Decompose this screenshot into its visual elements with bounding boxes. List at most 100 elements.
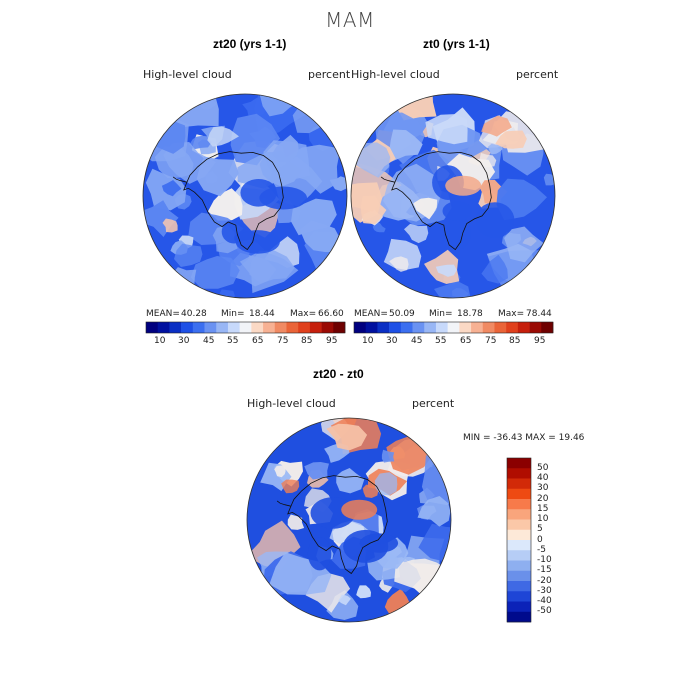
colorbar-zt20-swatch	[181, 322, 194, 333]
mean-value-zt0: 50.09	[389, 309, 415, 319]
cbar-right-tick-label: 30	[386, 336, 398, 346]
max-value-zt20: 66.60	[318, 309, 344, 319]
colorbar-zt20-swatch	[227, 322, 240, 333]
colorbar-zt0-swatch	[517, 322, 530, 333]
colorbar-diff-swatch	[507, 591, 531, 602]
variable-label-zt20: High-level cloud	[143, 68, 232, 81]
colorbar-zt0-swatch	[459, 322, 472, 333]
cbar-diff-tick-label: -50	[537, 606, 552, 616]
cbar-diff-tick-label: -20	[537, 576, 552, 586]
colorbar-diff-swatch	[507, 540, 531, 551]
colorbar-diff-swatch	[507, 581, 531, 592]
min-label-zt0: Min=	[429, 309, 453, 319]
colorbar-zt0-swatch	[471, 322, 484, 333]
colorbar-zt0-swatch	[365, 322, 378, 333]
colorbar-zt0-swatch	[389, 322, 402, 333]
cbar-diff-tick-label: -5	[537, 545, 546, 555]
cbar-diff-tick-label: -15	[537, 565, 552, 575]
cbar-diff-tick-label: -40	[537, 596, 552, 606]
colorbar-zt20-swatch	[204, 322, 217, 333]
colorbar-zt0-swatch	[529, 322, 542, 333]
max-value-zt0: 78.44	[526, 309, 552, 319]
cbar-left-tick-label: 75	[277, 336, 289, 346]
colorbar-zt0-swatch	[400, 322, 413, 333]
cbar-left-tick-label: 95	[326, 336, 338, 346]
antarctica-coastline-diff	[287, 475, 388, 575]
colorbar-diff-swatch	[507, 519, 531, 531]
units-label-zt0: percent	[516, 68, 559, 81]
colorbar-diff-swatch	[507, 611, 531, 623]
colorbar-diff-swatch	[507, 468, 531, 479]
colorbar-zt0-swatch	[424, 322, 437, 333]
polar-map-diff	[246, 417, 452, 623]
cbar-right-tick-label: 45	[411, 336, 423, 346]
units-label-diff: percent	[412, 397, 455, 410]
cbar-right-tick-label: 65	[460, 336, 472, 346]
cbar-left-tick-label: 85	[301, 336, 313, 346]
cbar-diff-tick-label: 0	[537, 535, 543, 545]
antarctica-coastline-zt0	[391, 151, 492, 251]
colorbar-diff-swatch	[507, 601, 531, 613]
antarctica-coastline-zt20	[183, 151, 284, 251]
colorbar-zt0-swatch	[447, 322, 460, 333]
cbar-right-tick-label: 10	[362, 336, 374, 346]
colorbar-zt20	[145, 321, 346, 334]
colorbar-diff-swatch	[507, 550, 531, 561]
colorbar-zt20-swatch	[321, 322, 334, 333]
mean-label-zt20: MEAN=	[146, 309, 180, 319]
colorbar-zt20-swatch	[169, 322, 182, 333]
map-border-zt20	[142, 93, 348, 299]
cbar-left-tick-label: 55	[227, 336, 239, 346]
colorbar-zt0-swatch	[435, 322, 448, 333]
colorbar-diff	[506, 457, 532, 623]
colorbar-zt0-swatch	[354, 322, 367, 333]
colorbar-zt20-swatch	[216, 322, 229, 333]
colorbar-zt20-swatch	[239, 322, 252, 333]
colorbar-zt0-swatch	[412, 322, 425, 333]
colorbar-zt20-swatch	[251, 322, 264, 333]
colorbar-zt20-swatch	[274, 322, 287, 333]
mean-label-zt0: MEAN=	[354, 309, 388, 319]
colorbar-zt0-swatch	[506, 322, 519, 333]
colorbar-diff-swatch	[507, 570, 531, 582]
cbar-left-tick-label: 45	[203, 336, 215, 346]
polar-map-zt20	[142, 93, 348, 299]
map-border-zt0	[350, 93, 556, 299]
cbar-right-tick-label: 75	[485, 336, 497, 346]
colorbar-diff-swatch	[507, 488, 531, 500]
colorbar-zt0	[353, 321, 554, 334]
cbar-right-tick-label: 95	[534, 336, 546, 346]
min-value-zt20: 18.44	[249, 309, 275, 319]
cbar-diff-tick-label: 30	[537, 483, 549, 493]
colorbar-zt0-swatch	[541, 322, 554, 333]
diff-min-max-text: MIN = -36.43 MAX = 19.46	[463, 433, 585, 443]
colorbar-zt20-swatch	[286, 322, 299, 333]
colorbar-diff-swatch	[507, 560, 531, 572]
colorbar-diff-swatch	[507, 478, 531, 490]
panel-title-diff: zt20 - zt0	[313, 367, 364, 381]
cbar-right-tick-label: 85	[509, 336, 521, 346]
cbar-diff-tick-label: 50	[537, 463, 549, 473]
cbar-diff-tick-label: 15	[537, 504, 549, 514]
cbar-diff-tick-label: -30	[537, 586, 552, 596]
season-title: MAM	[325, 8, 375, 32]
cbar-diff-tick-label: 5	[537, 524, 543, 534]
cbar-right-tick-label: 55	[435, 336, 447, 346]
map-border-diff	[246, 417, 452, 623]
colorbar-zt0-swatch	[494, 322, 507, 333]
polar-map-zt0	[350, 93, 556, 299]
colorbar-zt0-swatch	[482, 322, 495, 333]
colorbar-zt20-swatch	[263, 322, 276, 333]
colorbar-diff-swatch	[507, 529, 531, 541]
cbar-diff-tick-label: 40	[537, 473, 549, 483]
units-label-zt20: percent	[308, 68, 351, 81]
cbar-diff-tick-label: 10	[537, 514, 549, 524]
cbar-diff-tick-label: -10	[537, 555, 552, 565]
colorbar-zt20-swatch	[192, 322, 205, 333]
colorbar-zt20-swatch	[146, 322, 159, 333]
cbar-left-tick-label: 30	[178, 336, 190, 346]
panel-title-zt0: zt0 (yrs 1-1)	[423, 37, 490, 51]
colorbar-zt20-swatch	[333, 322, 346, 333]
variable-label-diff: High-level cloud	[247, 397, 336, 410]
